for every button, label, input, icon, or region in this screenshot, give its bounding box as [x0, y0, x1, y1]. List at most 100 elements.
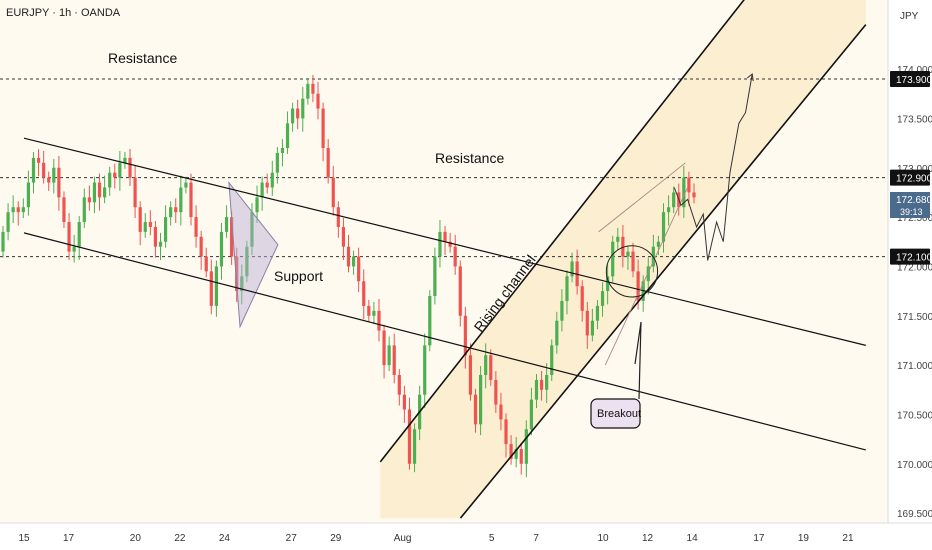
- candle-body-135: [687, 177, 691, 193]
- candle-body-116: [590, 320, 594, 336]
- candle-body-119: [606, 276, 610, 292]
- candle-body-36: [184, 182, 188, 188]
- resistance-label-left: Resistance: [108, 50, 177, 66]
- candle-body-117: [595, 305, 600, 321]
- candle-body-12: [62, 197, 66, 223]
- candle-body-2: [11, 207, 15, 213]
- candle-body-114: [580, 286, 584, 311]
- candle-body-89: [453, 246, 457, 267]
- price-tick-label: 171.000: [897, 361, 932, 372]
- candle-body-78: [397, 374, 401, 395]
- candle-body-87: [443, 231, 447, 242]
- candle-body-32: [163, 217, 168, 242]
- candle-body-70: [357, 256, 361, 282]
- candle-body-84: [428, 296, 432, 346]
- candle-body-129: [656, 241, 661, 247]
- candle-body-39: [199, 236, 203, 257]
- candle-body-99: [504, 419, 508, 445]
- candle-body-104: [529, 399, 534, 430]
- candle-body-81: [412, 429, 417, 464]
- candle-body-75: [382, 330, 386, 366]
- candle-body-79: [402, 394, 406, 410]
- candle-body-1: [6, 212, 10, 232]
- candle-body-90: [458, 266, 462, 316]
- candle-body-76: [387, 345, 391, 366]
- candle-body-29: [148, 222, 152, 227]
- time-tick-label: 20: [130, 533, 142, 544]
- candle-body-97: [494, 379, 498, 405]
- time-tick-label: 19: [798, 533, 810, 544]
- candle-body-109: [555, 320, 559, 346]
- time-tick-label: 14: [687, 533, 699, 544]
- candle-body-123: [626, 251, 630, 257]
- candle-body-96: [489, 355, 493, 380]
- candle-body-7: [36, 157, 41, 163]
- candle-body-26: [133, 177, 137, 208]
- candle-body-91: [463, 315, 467, 356]
- candle-body-55: [280, 148, 285, 153]
- candle-body-47: [240, 276, 244, 292]
- candle-body-88: [448, 241, 452, 247]
- candle-body-38: [194, 217, 198, 237]
- candle-body-80: [407, 409, 412, 464]
- breakout-circle: [605, 245, 659, 298]
- candle-body-37: [189, 182, 193, 218]
- time-tick-label: 27: [286, 533, 298, 544]
- candle-body-63: [321, 108, 325, 149]
- descending-trendline-0: [23, 137, 866, 346]
- price-tick-label: 170.500: [897, 410, 932, 421]
- wedge-line-1: [604, 187, 689, 366]
- time-tick-label: 17: [63, 533, 75, 544]
- candle-body-111: [565, 276, 569, 301]
- price-tick-label: 170.000: [897, 460, 932, 471]
- time-tick-label: 17: [753, 533, 765, 544]
- candle-body-18: [92, 182, 97, 203]
- time-axis[interactable]: 15 17 20 22 24 27 29 Aug 5 7 10 12 14 17 19 21: [0, 522, 932, 550]
- channel-line-0: [379, 0, 745, 463]
- level-tag-bg-1: [890, 169, 930, 186]
- drawings-layer: [23, 0, 867, 519]
- candle-body-19: [97, 182, 102, 198]
- channel-line-1: [459, 24, 867, 519]
- candle-body-136: [692, 192, 696, 198]
- candle-body-121: [616, 236, 620, 242]
- candle-body-50: [255, 197, 259, 213]
- time-tick-label: 15: [18, 533, 30, 544]
- current-price-tag: [890, 192, 930, 218]
- candle-body-25: [128, 157, 132, 178]
- symbol-header: EURJPY · 1h · OANDA: [6, 7, 121, 19]
- price-tick-label: 174.000: [897, 65, 932, 76]
- countdown-label: 39:13: [900, 207, 923, 217]
- candle-body-54: [275, 152, 279, 173]
- price-axis-background: [888, 0, 932, 550]
- candle-body-53: [270, 172, 274, 188]
- price-tick-label: 173.500: [897, 114, 932, 125]
- candle-body-100: [509, 444, 513, 459]
- candle-body-16: [82, 197, 86, 223]
- candle-body-49: [250, 212, 254, 247]
- candle-body-21: [108, 172, 112, 188]
- candle-body-112: [570, 261, 574, 277]
- wedge-line-0: [598, 162, 686, 233]
- candle-body-60: [306, 83, 310, 99]
- candle-body-45: [230, 217, 234, 257]
- candle-body-66: [336, 207, 340, 227]
- candle-body-30: [153, 226, 158, 247]
- candle-body-64: [326, 148, 330, 178]
- candle-body-122: [621, 236, 625, 257]
- candle-body-58: [296, 108, 300, 119]
- breakout-pointer: [634, 321, 642, 400]
- candle-body-3: [16, 207, 20, 213]
- candle-body-120: [611, 241, 615, 277]
- candle-body-115: [585, 310, 589, 336]
- candle-body-83: [423, 345, 427, 395]
- svg-text:Breakout: Breakout: [597, 408, 641, 420]
- candle-body-40: [204, 256, 208, 272]
- candle-body-13: [67, 222, 71, 252]
- candle-body-103: [524, 429, 528, 464]
- level-tag-label: 173.900: [896, 75, 932, 86]
- candle-body-105: [534, 379, 539, 400]
- price-axis[interactable]: 174.000 173.500 173.000 172.500 172.000 171.5…: [887, 0, 932, 550]
